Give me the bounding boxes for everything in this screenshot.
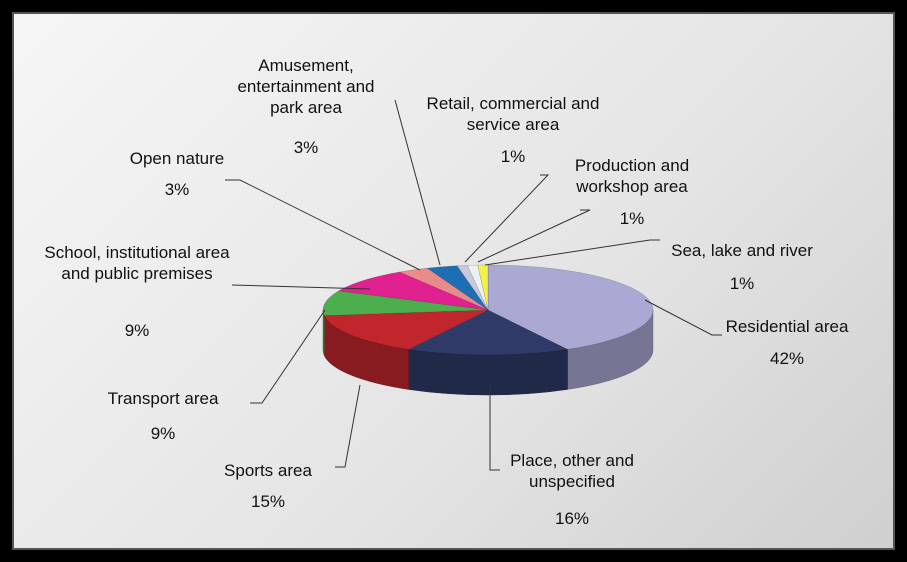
leader-line (477, 209, 591, 263)
slice (323, 309, 489, 350)
slice-label: Retail, commercial and service area (426, 94, 600, 134)
slice (456, 265, 489, 311)
leader-line (225, 179, 421, 271)
leader-line (464, 174, 550, 263)
value-label: 3% (164, 180, 190, 199)
slice-label: Place, other and unspecified (510, 451, 634, 491)
slice-label: School, institutional area and public pr… (44, 243, 230, 283)
value-label: 16% (554, 509, 590, 528)
slice-side (408, 349, 568, 396)
slice-label: Transport area (107, 389, 219, 408)
leader-line (644, 299, 722, 336)
slice (398, 267, 489, 311)
leader-line (335, 384, 361, 468)
leader-line (394, 99, 441, 266)
slice-label: Production and workshop area (574, 156, 690, 196)
value-label: 9% (150, 424, 176, 443)
slice-label: Open nature (129, 149, 225, 168)
slice-label: Residential area (725, 317, 849, 336)
value-label: 15% (250, 492, 286, 511)
slice-label: Sports area (224, 461, 312, 480)
value-label: 1% (619, 209, 645, 228)
leader-line (250, 309, 326, 404)
leader-line (231, 284, 371, 290)
slice-label: Amusement, entertainment and park area (237, 56, 375, 117)
leader-line (484, 239, 660, 266)
value-label: 1% (500, 147, 526, 166)
slice (426, 265, 489, 311)
slice-label: Sea, lake and river (671, 241, 813, 260)
slice (322, 290, 489, 316)
slice (487, 264, 654, 350)
slice-side (322, 309, 325, 356)
value-label: 9% (124, 321, 150, 340)
value-label: 42% (769, 349, 805, 368)
leader-line (489, 385, 500, 471)
value-label: 3% (293, 138, 319, 157)
slice (466, 264, 489, 311)
slice (337, 271, 489, 311)
slice (407, 309, 569, 356)
value-label: 1% (729, 274, 755, 293)
